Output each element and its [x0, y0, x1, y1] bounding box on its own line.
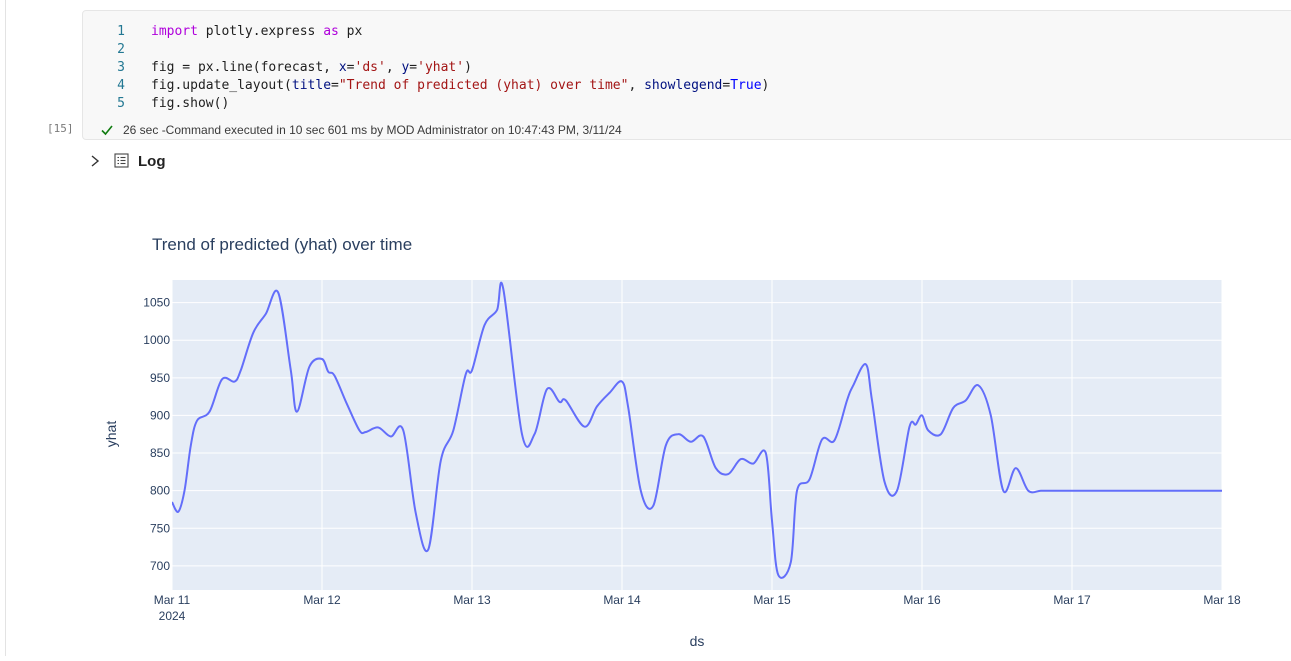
code-text[interactable]: fig = px.line(forecast, x='ds', y='yhat'…	[151, 60, 472, 75]
execution-status-text: 26 sec -Command executed in 10 sec 601 m…	[123, 123, 622, 137]
code-line[interactable]: 1 import plotly.express as px	[83, 23, 1291, 41]
y-tick-label: 900	[150, 408, 170, 422]
line-number: 2	[117, 42, 125, 57]
x-tick-label: Mar 17	[1053, 593, 1091, 607]
series-line-yhat[interactable]	[172, 281, 1222, 579]
code-line[interactable]: 5 fig.show()	[83, 95, 1291, 113]
code-cell[interactable]: 1 import plotly.express as px 2 3 fig = px.l…	[82, 10, 1291, 140]
y-tick-label: 850	[150, 446, 170, 460]
y-tick-label: 1000	[143, 333, 170, 347]
x-tick-label: Mar 15	[753, 593, 791, 607]
line-number: 4	[117, 78, 125, 93]
y-tick-label: 800	[150, 484, 170, 498]
x-tick-label: Mar 13	[453, 593, 491, 607]
line-number: 3	[117, 60, 125, 75]
list-icon	[114, 153, 130, 169]
code-text[interactable]: fig.update_layout(title="Trend of predic…	[151, 78, 770, 93]
x-axis-label: ds	[690, 633, 705, 649]
y-tick-label: 750	[150, 521, 170, 535]
line-number: 5	[117, 96, 125, 111]
y-axis-label: yhat	[103, 421, 119, 448]
left-margin-rule	[5, 0, 6, 656]
x-tick-label: Mar 14	[603, 593, 641, 607]
check-icon	[99, 122, 115, 138]
line-number: 1	[117, 24, 125, 39]
cell-status: 26 sec -Command executed in 10 sec 601 m…	[99, 122, 622, 138]
code-line[interactable]: 2	[83, 41, 1291, 59]
log-label: Log	[138, 152, 166, 170]
y-tick-label: 700	[150, 559, 170, 573]
x-tick-label: Mar 18	[1203, 593, 1241, 607]
x-tick-label: Mar 11	[154, 593, 191, 607]
code-line[interactable]: 4 fig.update_layout(title="Trend of predi…	[83, 77, 1291, 95]
code-text[interactable]: import plotly.express as px	[151, 24, 363, 39]
plot-area[interactable]	[172, 280, 1222, 590]
chevron-right-icon[interactable]	[88, 154, 102, 168]
log-toggle[interactable]: Log	[88, 150, 166, 172]
code-text[interactable]: fig.show()	[151, 96, 230, 111]
y-tick-label: 950	[150, 371, 170, 385]
y-tick-label: 1050	[143, 296, 170, 310]
code-line[interactable]: 3 fig = px.line(forecast, x='ds', y='yhat…	[83, 59, 1291, 77]
chart-title: Trend of predicted (yhat) over time	[152, 235, 412, 254]
x-tick-label: Mar 12	[303, 593, 341, 607]
x-tick-sublabel: 2024	[159, 609, 186, 623]
execution-count: [15]	[47, 122, 74, 135]
x-tick-label: Mar 16	[903, 593, 941, 607]
